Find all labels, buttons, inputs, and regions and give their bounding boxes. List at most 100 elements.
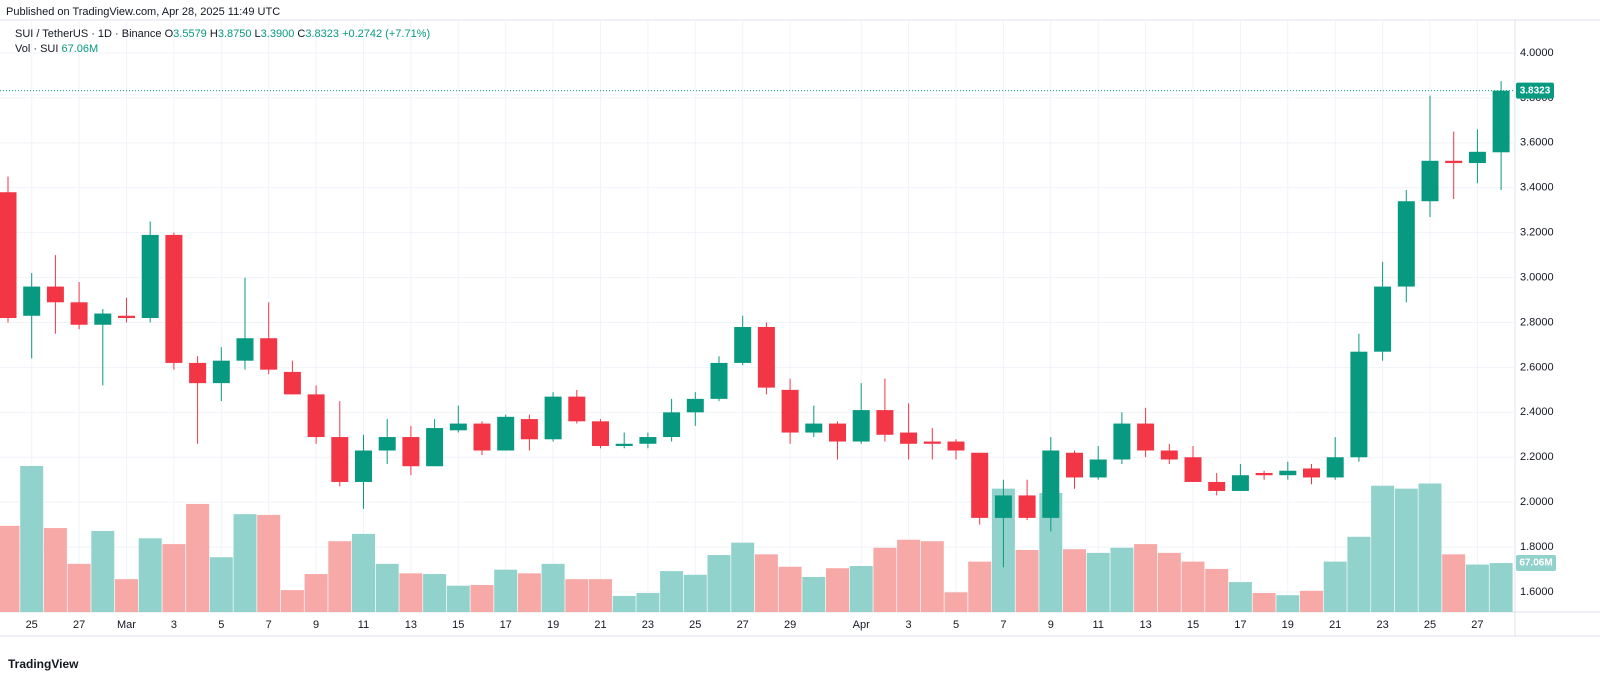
candle-body (923, 441, 941, 444)
x-tick-label: 19 (1282, 619, 1294, 631)
x-tick-label: 13 (405, 619, 417, 631)
y-tick-label: 4.0000 (1520, 47, 1554, 59)
candle-body (994, 495, 1012, 518)
x-tick-label: 23 (1376, 619, 1388, 631)
candle-body (615, 443, 633, 447)
volume-bar (1063, 549, 1086, 612)
x-tick-label: 25 (26, 619, 38, 631)
volume-bar (1465, 564, 1489, 612)
candle-body (1113, 423, 1131, 460)
candle-body (23, 286, 41, 316)
volume-bar (849, 566, 873, 612)
y-tick-label: 2.0000 (1520, 496, 1554, 508)
x-tick-label: 17 (500, 619, 512, 631)
candle-body (781, 389, 799, 433)
x-tick-label: 21 (594, 619, 606, 631)
candle-body (260, 338, 278, 370)
volume-bar (233, 514, 257, 612)
x-tick-label: Mar (117, 619, 136, 631)
x-tick-label: 23 (642, 619, 654, 631)
candle-body (1468, 151, 1486, 164)
ohlc: O3.5579 H3.8750 L3.3900 C3.8323 (165, 28, 342, 40)
volume-bar (91, 530, 115, 612)
volume-bar (280, 590, 304, 612)
candle-body (1160, 450, 1178, 460)
x-tick-label: 3 (171, 619, 177, 631)
symbol: SUI / TetherUS · 1D · Binance (15, 28, 162, 40)
x-tick-label: 9 (313, 619, 319, 631)
legend-row: SUI / TetherUS · 1D · Binance O3.5579 H3… (15, 28, 430, 40)
volume-bar (1371, 485, 1395, 612)
candle-body (829, 423, 846, 442)
ohlc-value: 3.8750 (217, 28, 252, 40)
volume-bar (186, 503, 210, 612)
x-tick-label: 25 (1424, 619, 1436, 631)
footer-logo: TradingView (8, 657, 79, 671)
y-tick-label: 3.4000 (1520, 182, 1554, 194)
candle-body (639, 437, 657, 444)
candle-body (520, 419, 538, 440)
candle-body (876, 410, 894, 435)
candle-body (497, 416, 515, 451)
volume-bar (1347, 536, 1371, 612)
volume-bar (589, 579, 612, 612)
ohlc-label: L (254, 28, 261, 40)
candle-body (734, 326, 752, 363)
volume-bar (517, 573, 541, 612)
volume-bar (328, 541, 352, 612)
volume-bar (352, 533, 375, 612)
candle-body (1042, 450, 1060, 518)
volume-bar (20, 466, 44, 612)
candle-body (426, 428, 444, 467)
volume-bar (1489, 563, 1513, 612)
volume-bar (636, 593, 660, 612)
volume-bar (43, 528, 67, 612)
volume-bar (944, 592, 968, 612)
candle-body (805, 423, 823, 433)
candle-body (70, 302, 88, 325)
volume-bar (802, 576, 826, 612)
x-tick-label: 19 (547, 619, 559, 631)
volume-bar (660, 571, 684, 612)
candle-body (378, 437, 396, 451)
y-tick-label: 3.6000 (1520, 137, 1554, 149)
candle-body (710, 362, 728, 399)
candle-body (94, 313, 112, 325)
candle-body (1018, 495, 1036, 518)
candle-body (1279, 470, 1297, 476)
candle-body (592, 421, 609, 447)
volume-bar (920, 541, 944, 612)
x-tick-label: 25 (689, 619, 701, 631)
candle-body (355, 450, 372, 482)
volume-bar (873, 547, 897, 612)
volume-bar (1442, 554, 1466, 612)
y-tick-label: 2.8000 (1520, 316, 1554, 328)
candle-body (141, 234, 159, 319)
ohlc-label: H (209, 28, 218, 40)
candle-body (46, 286, 64, 303)
volume-bar (1157, 552, 1181, 612)
candle-body (1326, 457, 1344, 478)
volume-bar (1015, 549, 1039, 612)
candle-body (1445, 160, 1463, 164)
volume-bar (1394, 488, 1418, 612)
candle-body (686, 398, 704, 413)
candle-body (1066, 452, 1083, 478)
candle-body (402, 437, 420, 467)
candle-body (118, 315, 135, 319)
x-tick-label: 9 (1048, 619, 1054, 631)
volume-bar (1252, 593, 1276, 612)
candle-body (1231, 475, 1249, 491)
candle-body (1421, 160, 1439, 202)
change: +0.2742 (+7.71%) (342, 28, 431, 40)
volume-bar (1228, 582, 1252, 612)
price-tag-label: 3.8323 (1520, 85, 1551, 96)
volume-row: Vol · SUI 67.06M (15, 43, 98, 55)
x-tick-label: 27 (1471, 619, 1483, 631)
y-tick-label: 2.6000 (1520, 361, 1554, 373)
y-tick-label: 3.2000 (1520, 227, 1554, 239)
candle-body (663, 412, 681, 438)
volume-bar (67, 563, 91, 612)
volume-bar (399, 573, 423, 612)
